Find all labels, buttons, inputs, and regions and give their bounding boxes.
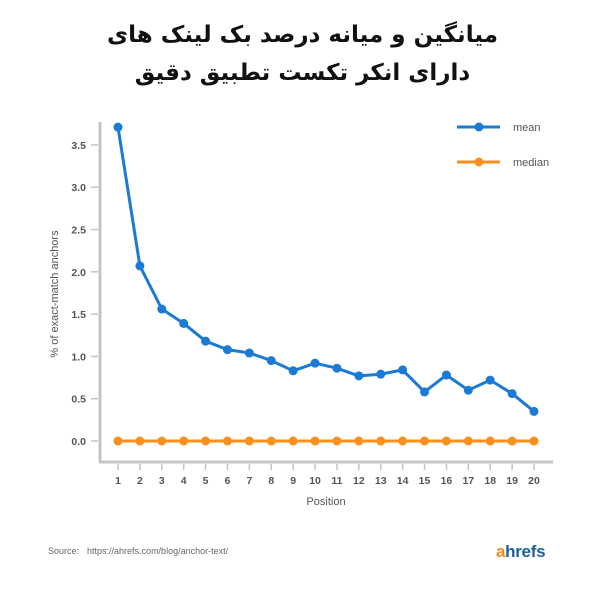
legend-item-median[interactable]: median bbox=[457, 157, 549, 169]
chart-axes bbox=[98, 122, 553, 464]
data-point[interactable] bbox=[463, 436, 473, 446]
data-point[interactable] bbox=[310, 358, 320, 368]
data-point[interactable] bbox=[398, 365, 408, 375]
x-tick-label: 19 bbox=[506, 475, 518, 487]
x-tick-label: 2 bbox=[137, 475, 143, 487]
data-point[interactable] bbox=[354, 436, 364, 446]
data-point[interactable] bbox=[310, 436, 320, 446]
x-tick-label: 1 bbox=[115, 475, 121, 487]
data-point[interactable] bbox=[201, 436, 211, 446]
data-point[interactable] bbox=[135, 261, 145, 271]
data-point[interactable] bbox=[376, 369, 386, 379]
x-tick-label: 17 bbox=[462, 475, 474, 487]
data-point[interactable] bbox=[441, 436, 451, 446]
data-point[interactable] bbox=[222, 436, 232, 446]
data-point[interactable] bbox=[354, 371, 364, 381]
data-point[interactable] bbox=[113, 436, 123, 446]
legend-label-median: median bbox=[513, 157, 549, 169]
data-point[interactable] bbox=[135, 436, 145, 446]
data-point[interactable] bbox=[398, 436, 408, 446]
data-point[interactable] bbox=[222, 345, 232, 355]
chart-series bbox=[113, 122, 539, 446]
y-tick-label: 3.5 bbox=[71, 140, 86, 152]
data-point[interactable] bbox=[244, 348, 254, 358]
data-point[interactable] bbox=[332, 363, 342, 373]
data-point[interactable] bbox=[420, 436, 430, 446]
data-point[interactable] bbox=[332, 436, 342, 446]
data-point[interactable] bbox=[288, 436, 298, 446]
x-tick-label: 16 bbox=[441, 475, 453, 487]
x-tick-label: 4 bbox=[181, 475, 187, 487]
x-tick-label: 14 bbox=[397, 475, 409, 487]
y-axis-label: % of exact-match anchors bbox=[49, 230, 61, 358]
data-point[interactable] bbox=[441, 370, 451, 380]
series-mean bbox=[113, 122, 539, 416]
data-point[interactable] bbox=[157, 436, 167, 446]
x-tick-label: 20 bbox=[528, 475, 540, 487]
data-point[interactable] bbox=[288, 366, 298, 376]
x-tick-label: 7 bbox=[246, 475, 252, 487]
source-label: Source: bbox=[48, 546, 80, 556]
x-tick-label: 12 bbox=[353, 475, 365, 487]
x-tick-label: 3 bbox=[159, 475, 165, 487]
chart-title-line-2: دارای انکر تکست تطبیق دقیق bbox=[134, 60, 471, 86]
data-point[interactable] bbox=[113, 122, 123, 132]
x-tick-label: 6 bbox=[225, 475, 231, 487]
data-point[interactable] bbox=[463, 385, 473, 395]
x-tick-label: 10 bbox=[309, 475, 321, 487]
x-axis-ticks: 1 2 3 4 5 6 7 8 9 10 11 12 13 14 15 16 17 18 19 20 bbox=[115, 464, 540, 487]
data-point[interactable] bbox=[507, 389, 517, 399]
data-point[interactable] bbox=[179, 436, 189, 446]
data-point[interactable] bbox=[485, 375, 495, 385]
x-tick-label: 5 bbox=[203, 475, 209, 487]
x-tick-label: 11 bbox=[331, 475, 342, 487]
data-point[interactable] bbox=[266, 356, 276, 366]
data-point[interactable] bbox=[157, 304, 167, 314]
data-point[interactable] bbox=[529, 406, 539, 416]
y-tick-label: 1.5 bbox=[71, 309, 86, 321]
data-point[interactable] bbox=[420, 387, 430, 397]
x-tick-label: 13 bbox=[375, 475, 387, 487]
data-point[interactable] bbox=[266, 436, 276, 446]
data-point[interactable] bbox=[244, 436, 254, 446]
source-note: Source: https://ahrefs.com/blog/anchor-te… bbox=[48, 546, 228, 556]
y-tick-label: 1.0 bbox=[71, 351, 86, 363]
y-tick-label: 0.0 bbox=[71, 436, 86, 448]
chart-title-line-1: میانگین و میانه درصد بک لینک های bbox=[107, 22, 498, 48]
data-point[interactable] bbox=[201, 336, 211, 346]
y-tick-label: 2.0 bbox=[71, 267, 86, 279]
y-tick-label: 3.0 bbox=[71, 182, 86, 194]
data-point[interactable] bbox=[376, 436, 386, 446]
x-tick-label: 8 bbox=[268, 475, 274, 487]
legend-item-mean[interactable]: mean bbox=[457, 122, 541, 134]
data-point[interactable] bbox=[529, 436, 539, 446]
y-axis-ticks: 0.0 0.5 1.0 1.5 2.0 2.5 3.0 3.5 bbox=[71, 140, 98, 448]
series-median bbox=[113, 436, 539, 446]
ahrefs-logo: ahrefs bbox=[496, 542, 546, 561]
chart-legend: mean median bbox=[457, 122, 549, 169]
x-tick-label: 15 bbox=[419, 475, 431, 487]
data-point[interactable] bbox=[507, 436, 517, 446]
data-point[interactable] bbox=[485, 436, 495, 446]
y-tick-label: 0.5 bbox=[71, 394, 86, 406]
y-tick-label: 2.5 bbox=[71, 225, 86, 237]
x-tick-label: 9 bbox=[290, 475, 296, 487]
data-point[interactable] bbox=[179, 318, 189, 328]
x-tick-label: 18 bbox=[484, 475, 496, 487]
x-axis-label: Position bbox=[306, 496, 345, 508]
legend-label-mean: mean bbox=[513, 122, 541, 134]
source-link[interactable]: https://ahrefs.com/blog/anchor-text/ bbox=[87, 546, 229, 556]
